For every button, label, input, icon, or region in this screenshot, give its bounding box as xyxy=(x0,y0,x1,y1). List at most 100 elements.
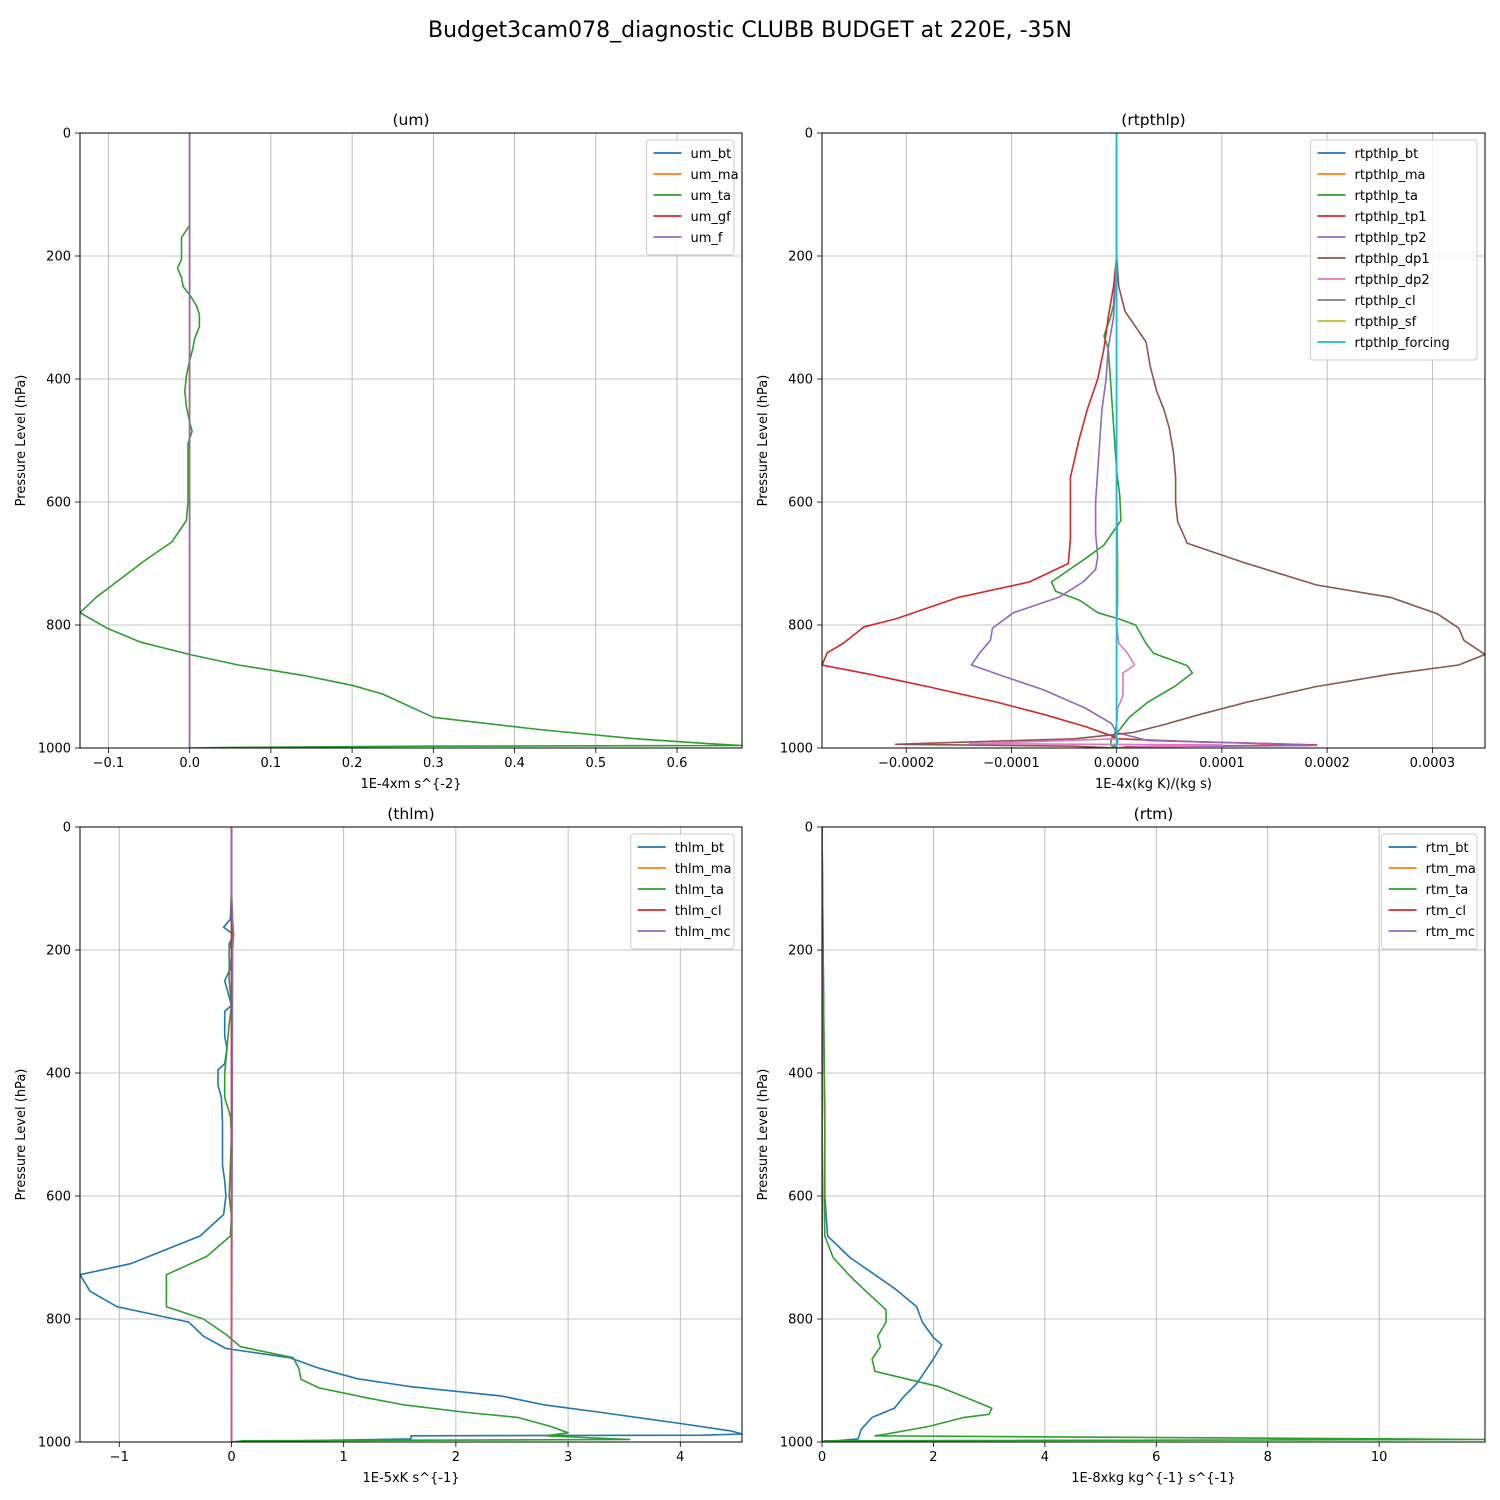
legend-label: rtpthlp_sf xyxy=(1355,315,1417,330)
y-tick-label: 1000 xyxy=(38,1436,71,1451)
panel-3: 0 2 4 6 8 10 0 200 400 600 800 1000 (rtm) 1E-8xkg kg^… xyxy=(756,805,1486,1486)
x-tick-label: 10 xyxy=(1371,1450,1388,1465)
x-tick-label: 0.5 xyxy=(585,756,606,771)
legend-label: thlm_bt xyxy=(675,841,724,856)
y-axis-label: Pressure Level (hPa) xyxy=(756,375,771,507)
x-tick-label: 4 xyxy=(1041,1450,1049,1465)
series-line-rtpthlp_tp2 xyxy=(970,133,1318,748)
y-axis-label: Pressure Level (hPa) xyxy=(756,1069,771,1201)
legend-label: rtm_ma xyxy=(1426,862,1476,877)
panel-2: −1 0 1 2 3 4 0 200 400 600 800 1000 (thlm) 1E-5xK s^{… xyxy=(14,805,743,1486)
panel-1: −0.0002 −0.0001 0.0000 0.0001 0.0002 0.0003 0 2… xyxy=(756,111,1486,792)
x-axis-label: 1E-5xK s^{-1} xyxy=(363,1471,460,1486)
legend-box xyxy=(646,139,735,256)
x-tick-label: 8 xyxy=(1264,1450,1272,1465)
series-line-thlm_bt xyxy=(80,827,742,1442)
y-tick-label: 0 xyxy=(805,821,813,836)
y-tick-label: 1000 xyxy=(780,1436,813,1451)
x-tick-label: 2 xyxy=(929,1450,937,1465)
x-tick-label: 0.4 xyxy=(504,756,525,771)
legend-label: um_f xyxy=(691,231,723,246)
y-tick-label: 1000 xyxy=(38,742,71,757)
legend-label: thlm_ta xyxy=(675,883,724,898)
x-tick-label: 0.2 xyxy=(342,756,363,771)
series-group xyxy=(822,133,1485,748)
panel-title: (rtpthlp) xyxy=(1121,111,1185,129)
legend-label: rtpthlp_dp1 xyxy=(1355,252,1430,267)
x-tick-label: 0.0000 xyxy=(1094,756,1140,771)
plot-frame xyxy=(821,132,1486,749)
y-axis-label: Pressure Level (hPa) xyxy=(14,375,29,507)
x-tick-label: 0 xyxy=(227,1450,235,1465)
y-tick-label: 400 xyxy=(46,373,71,388)
legend-label: rtm_mc xyxy=(1426,925,1475,940)
y-tick-label: 400 xyxy=(46,1067,71,1082)
legend-label: thlm_cl xyxy=(675,904,722,919)
series-group xyxy=(80,133,742,748)
y-tick-label: 200 xyxy=(46,250,71,265)
y-tick-label: 400 xyxy=(788,1067,813,1082)
y-tick-label: 400 xyxy=(788,373,813,388)
y-tick-label: 200 xyxy=(46,944,71,959)
legend-label: um_gf xyxy=(691,210,732,225)
series-line-rtpthlp_tp1 xyxy=(822,133,1318,748)
x-axis-label: 1E-8xkg kg^{-1} s^{-1} xyxy=(1071,1471,1236,1486)
legend-label: rtpthlp_tp2 xyxy=(1355,231,1427,246)
y-tick-label: 0 xyxy=(805,127,813,142)
legend-label: rtm_bt xyxy=(1426,841,1469,856)
legend-box xyxy=(630,833,735,950)
x-tick-label: 3 xyxy=(564,1450,572,1465)
panel-title: (um) xyxy=(392,111,429,129)
legend-label: rtpthlp_dp2 xyxy=(1355,273,1430,288)
legend-label: rtpthlp_forcing xyxy=(1355,336,1450,351)
y-tick-label: 200 xyxy=(788,944,813,959)
x-tick-label: −0.0001 xyxy=(983,756,1039,771)
legend-label: rtpthlp_ta xyxy=(1355,189,1418,204)
y-tick-label: 800 xyxy=(46,619,71,634)
series-line-rtm_ta xyxy=(822,827,1485,1442)
x-tick-label: 0 xyxy=(818,1450,826,1465)
y-tick-label: 800 xyxy=(46,1313,71,1328)
panel-title: (thlm) xyxy=(387,805,434,823)
x-axis-label: 1E-4x(kg K)/(kg s) xyxy=(1095,777,1212,792)
x-tick-label: 0.0001 xyxy=(1199,756,1245,771)
y-tick-label: 600 xyxy=(46,1190,71,1205)
legend-label: rtpthlp_cl xyxy=(1355,294,1416,309)
legend-box xyxy=(1310,139,1478,361)
panel-title: (rtm) xyxy=(1134,805,1174,823)
y-tick-label: 0 xyxy=(63,821,71,836)
legend: rtm_bt rtm_ma rtm_ta rtm_cl rtm_mc xyxy=(1381,833,1478,950)
legend-label: um_bt xyxy=(691,147,732,162)
series-line-um_ta xyxy=(80,133,742,748)
x-tick-label: 4 xyxy=(676,1450,684,1465)
panel-0: −0.1 0.0 0.1 0.2 0.3 0.4 0.5 0.6 0 200 400 600 800 10… xyxy=(14,111,743,792)
y-tick-label: 600 xyxy=(788,496,813,511)
y-tick-label: 800 xyxy=(788,1313,813,1328)
legend: thlm_bt thlm_ma thlm_ta thlm_cl thlm_mc xyxy=(630,833,735,950)
y-tick-label: 1000 xyxy=(780,742,813,757)
legend: rtpthlp_bt rtpthlp_ma rtpthlp_ta rtpthlp_tp… xyxy=(1310,139,1478,361)
x-tick-label: −0.0002 xyxy=(878,756,934,771)
x-tick-label: 0.0 xyxy=(179,756,200,771)
legend-label: um_ta xyxy=(691,189,731,204)
legend: um_bt um_ma um_ta um_gf um_f xyxy=(646,139,739,256)
x-tick-label: −1 xyxy=(110,1450,129,1465)
series-line-thlm_mc xyxy=(230,827,235,1442)
x-tick-label: 0.3 xyxy=(423,756,444,771)
x-tick-label: 0.0002 xyxy=(1304,756,1350,771)
legend-label: rtm_cl xyxy=(1426,904,1466,919)
x-tick-label: 2 xyxy=(452,1450,460,1465)
legend-label: rtpthlp_tp1 xyxy=(1355,210,1427,225)
y-tick-label: 600 xyxy=(788,1190,813,1205)
figure-title: Budget3cam078_diagnostic CLUBB BUDGET at… xyxy=(428,18,1072,43)
plot-frame xyxy=(79,132,743,749)
x-tick-label: 1 xyxy=(340,1450,348,1465)
x-tick-label: 0.0003 xyxy=(1410,756,1456,771)
x-tick-label: −0.1 xyxy=(93,756,125,771)
legend-label: um_ma xyxy=(691,168,739,183)
legend-label: rtpthlp_ma xyxy=(1355,168,1426,183)
y-tick-label: 0 xyxy=(63,127,71,142)
series-line-rtpthlp_dp2 xyxy=(968,133,1223,748)
